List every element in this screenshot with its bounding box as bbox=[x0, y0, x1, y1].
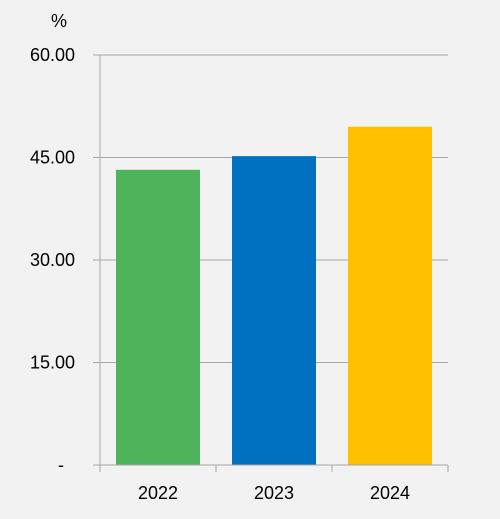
y-tick-labels: - 15.00 30.00 45.00 60.00 bbox=[30, 45, 75, 475]
y-tick-label: 30.00 bbox=[30, 250, 75, 270]
y-tick-label: 60.00 bbox=[30, 45, 75, 65]
x-tick-labels: 2022 2023 2024 bbox=[138, 483, 410, 503]
y-tick-label: - bbox=[58, 455, 64, 475]
x-tick-label: 2022 bbox=[138, 483, 178, 503]
y-axis-unit-label: % bbox=[51, 11, 67, 31]
axes bbox=[93, 55, 449, 472]
y-tick-label: 45.00 bbox=[30, 148, 75, 168]
y-tick-label: 15.00 bbox=[30, 353, 75, 373]
bars bbox=[116, 126, 432, 466]
bar-2023 bbox=[232, 156, 316, 465]
bar-2024 bbox=[348, 126, 432, 465]
x-tick-label: 2023 bbox=[254, 483, 294, 503]
x-tick-label: 2024 bbox=[370, 483, 410, 503]
bar-2022 bbox=[116, 169, 200, 466]
